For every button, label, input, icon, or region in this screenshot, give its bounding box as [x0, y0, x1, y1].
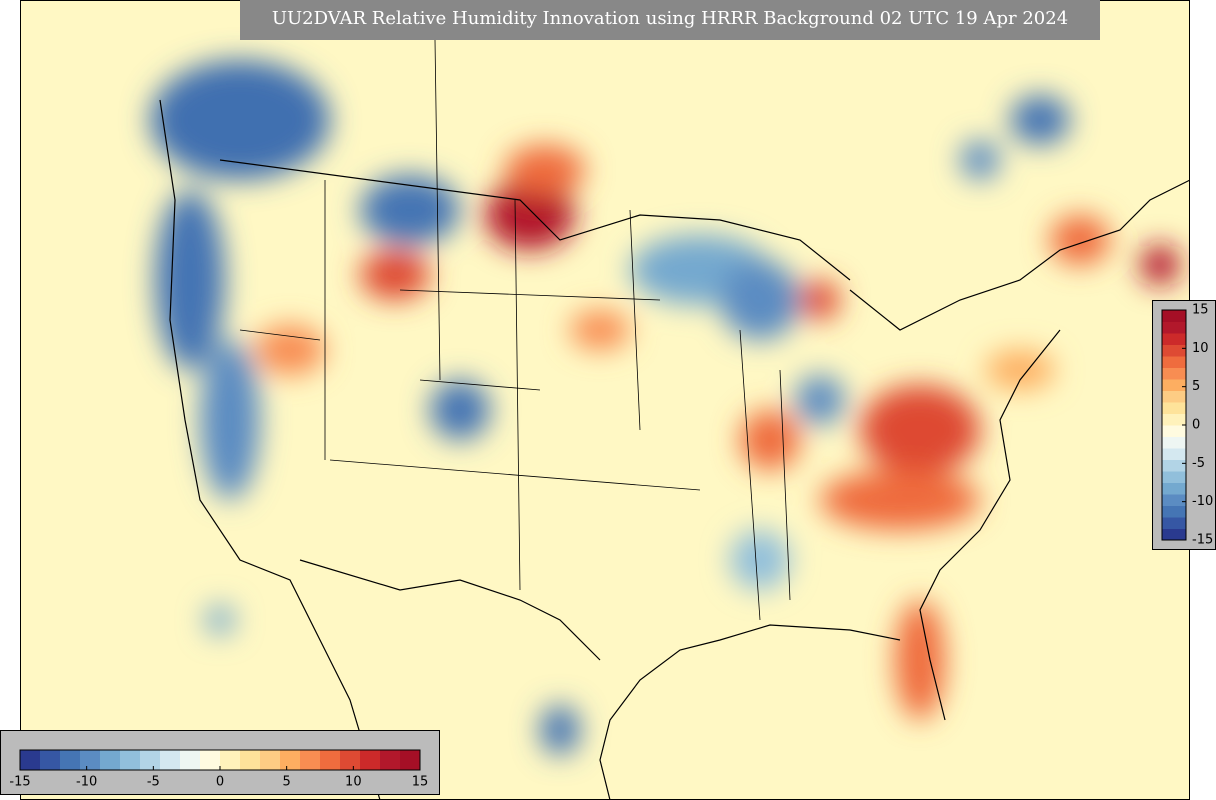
colorbar-tick-label: 0	[1192, 418, 1200, 433]
colorbar-swatch	[1162, 471, 1186, 483]
colorbar-tick-label: -5	[1192, 456, 1205, 471]
colorbar-swatch	[1162, 379, 1186, 391]
colorbar-swatch	[100, 750, 121, 770]
colorbar-swatch	[300, 750, 321, 770]
colorbar-swatch	[1162, 413, 1186, 426]
colorbar-swatch	[400, 750, 421, 770]
colorbar-swatch	[80, 750, 101, 770]
coastline	[919, 329, 1061, 721]
state-lines	[239, 39, 791, 621]
colorbar-swatch	[320, 750, 341, 770]
title: UU2DVAR Relative Humidity Innovation usi…	[272, 8, 1068, 29]
coastline	[159, 99, 381, 800]
border	[849, 179, 1190, 331]
colorbar-swatch	[120, 750, 141, 770]
title-box	[240, 0, 1100, 40]
colorbar-swatch	[340, 750, 361, 770]
map	[20, 0, 1190, 800]
colorbar-tick-label: 15	[1192, 303, 1209, 318]
colorbar-swatch	[180, 750, 201, 770]
colorbar-horizontal: -15 -10 -5 0 5 10 15	[9, 749, 429, 790]
colorbar-swatch	[1162, 459, 1186, 472]
colorbar-swatch	[1162, 505, 1186, 518]
colorbar-swatch	[1162, 482, 1186, 495]
colorbar-swatch	[1162, 390, 1186, 403]
colorbar-swatch	[140, 750, 161, 770]
colorbar-tick-label: -15	[1192, 533, 1213, 548]
colorbar-swatch	[200, 750, 221, 770]
colorbar-swatch	[1162, 448, 1186, 460]
colorbar-swatch	[280, 750, 301, 770]
border	[219, 159, 851, 281]
colorbar-tick-label: 10	[345, 775, 362, 790]
colorbar-tick-label: -10	[1192, 494, 1213, 509]
colorbar-tick-label: 5	[283, 775, 291, 790]
colorbar-swatch	[360, 750, 381, 770]
colorbar-tick-label: 15	[412, 775, 429, 790]
colorbar-swatch	[40, 750, 61, 770]
colorbar-swatch	[1162, 425, 1186, 437]
boundaries	[159, 39, 1190, 800]
colorbar-tick-label: 0	[216, 775, 224, 790]
colorbar-swatch	[1162, 310, 1186, 322]
colorbar-swatch	[240, 750, 261, 770]
colorbar-swatch	[60, 750, 81, 770]
colorbar-swatch	[1162, 402, 1186, 414]
colorbar-tick-label: 5	[1192, 379, 1200, 394]
colorbar-tick-label: -5	[147, 775, 160, 790]
colorbar-swatch	[1162, 367, 1186, 380]
colorbar-swatch	[1162, 333, 1186, 345]
colorbar-swatch	[1162, 321, 1186, 334]
colorbar-swatch	[1162, 494, 1186, 506]
colorbar-tick-label: 10	[1192, 341, 1209, 356]
colorbar-swatch	[260, 750, 281, 770]
coastline	[599, 624, 901, 800]
colorbar-swatch	[380, 750, 401, 770]
colorbar-swatch	[1162, 344, 1186, 357]
colorbar-swatch	[160, 750, 181, 770]
colorbar-swatch	[1162, 517, 1186, 529]
colorbar-tick-label: -15	[9, 775, 30, 790]
colorbar-swatch	[220, 750, 241, 770]
colorbar-swatch	[20, 750, 41, 770]
colorbar-swatch	[1162, 436, 1186, 449]
colorbar-vertical: -15 -10 -5 0 5 10 15	[1161, 303, 1213, 548]
colorbar-tick-label: -10	[76, 775, 97, 790]
colorbar-swatch	[1162, 528, 1186, 541]
border	[299, 559, 601, 661]
colorbar-swatch	[1162, 356, 1186, 368]
